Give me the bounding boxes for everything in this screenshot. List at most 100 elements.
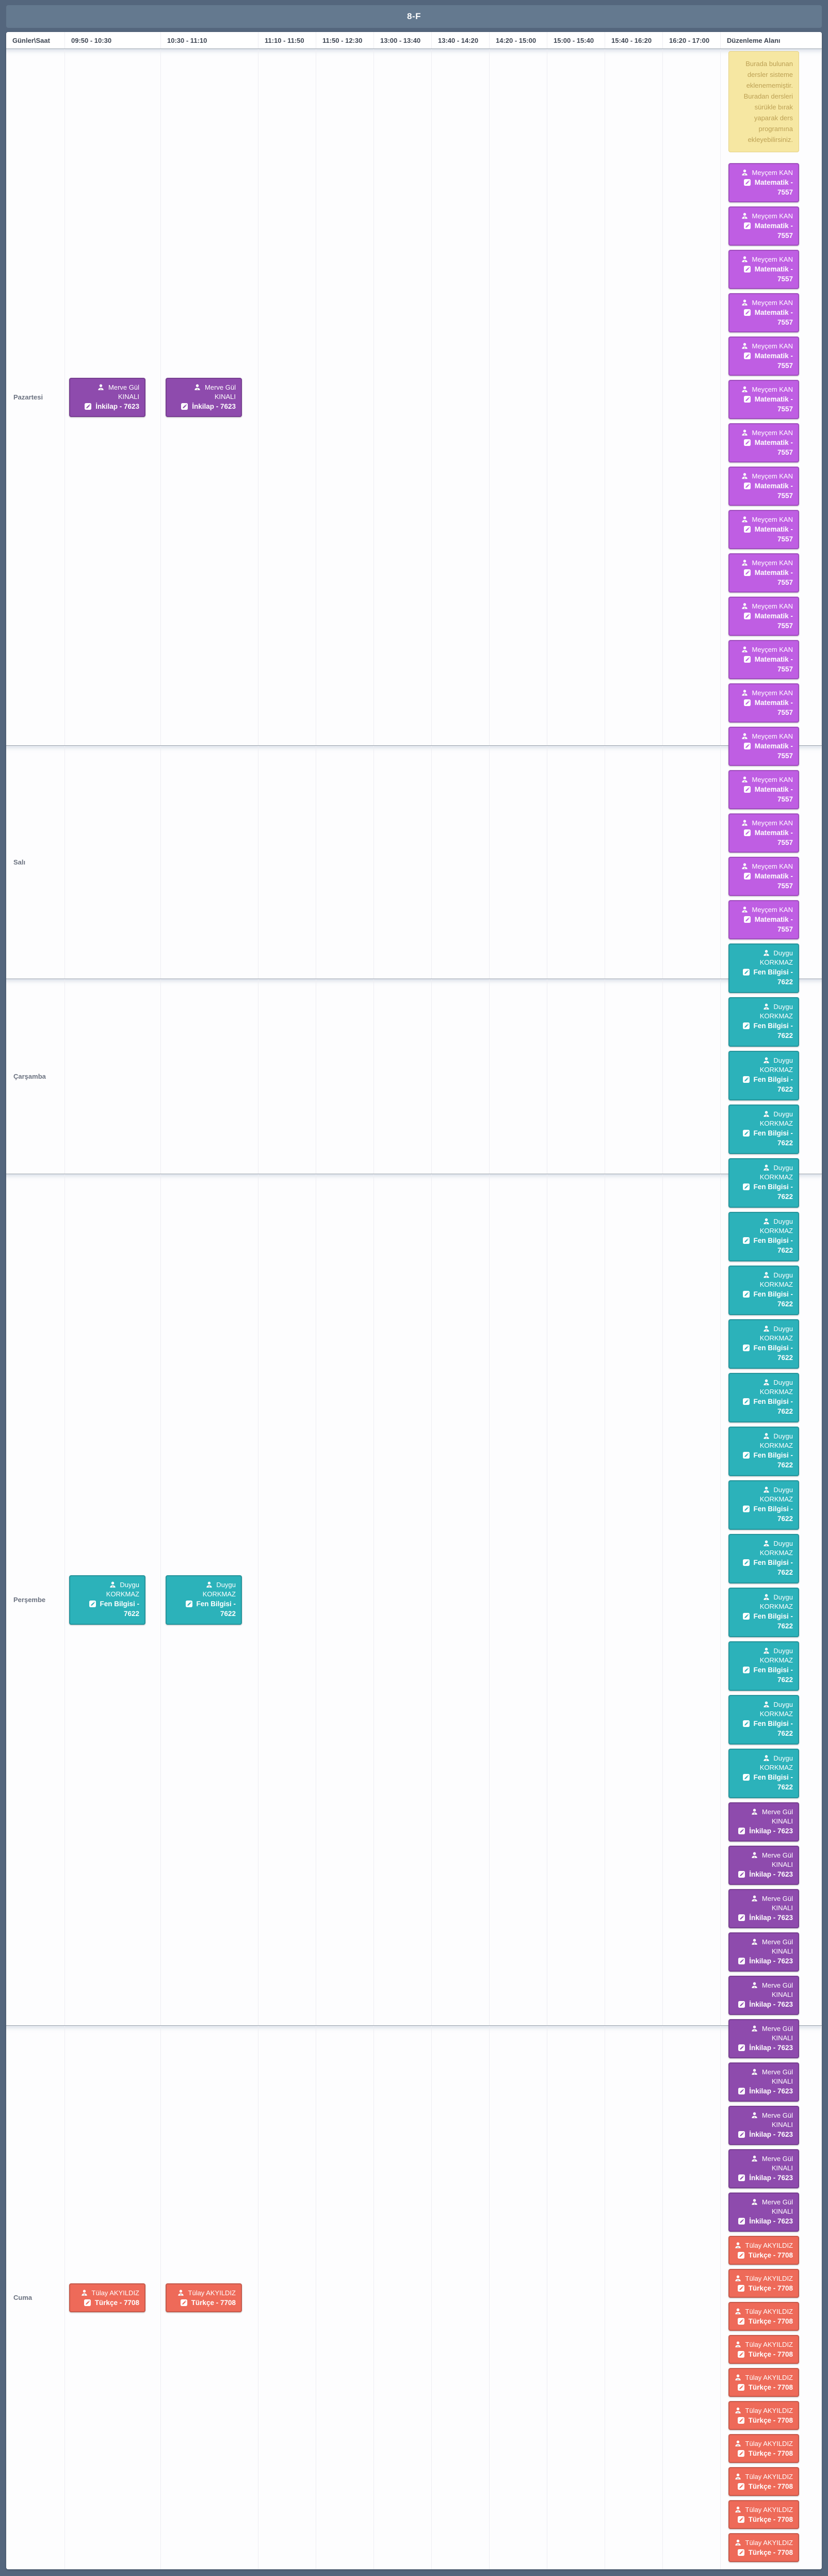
timeslot-cell[interactable] xyxy=(161,49,258,745)
timeslot-cell[interactable] xyxy=(605,746,663,979)
lesson-card-fen[interactable]: Duygu KORKMAZ Fen Bilgisi - 7622 xyxy=(728,1641,799,1691)
timeslot-cell[interactable] xyxy=(65,1174,161,2025)
timeslot-cell[interactable] xyxy=(547,746,605,979)
edit-area-cell[interactable] xyxy=(721,2026,822,2569)
lesson-card-inkilap[interactable]: Merve Gül KINALI İnkilap - 7623 xyxy=(166,377,242,417)
timeslot-cell[interactable] xyxy=(161,746,258,979)
lesson-card-fen[interactable]: Duygu KORKMAZ Fen Bilgisi - 7622 xyxy=(728,1427,799,1476)
lesson-card-inkilap[interactable]: Merve Gül KINALI İnkilap - 7623 xyxy=(728,1889,799,1928)
lesson-card-fen[interactable]: Duygu KORKMAZ Fen Bilgisi - 7622 xyxy=(728,1158,799,1208)
timeslot-cell[interactable] xyxy=(161,2026,258,2569)
timeslot-cell[interactable] xyxy=(547,2026,605,2569)
timeslot-cell[interactable] xyxy=(663,2026,721,2569)
timeslot-cell[interactable] xyxy=(605,49,663,745)
lesson-card-inkilap[interactable]: Merve Gül KINALI İnkilap - 7623 xyxy=(728,2062,799,2102)
timeslot-cell[interactable] xyxy=(490,746,547,979)
timeslot-cell[interactable] xyxy=(258,49,316,745)
lesson-card-inkilap[interactable]: Merve Gül KINALI İnkilap - 7623 xyxy=(728,1802,799,1842)
lesson-card-fen[interactable]: Duygu KORKMAZ Fen Bilgisi - 7622 xyxy=(728,1212,799,1261)
timeslot-cell[interactable] xyxy=(432,49,490,745)
timeslot-cell[interactable] xyxy=(161,979,258,1174)
lesson-card-fen[interactable]: Duygu KORKMAZ Fen Bilgisi - 7622 xyxy=(728,1266,799,1315)
lesson-card-fen[interactable]: Duygu KORKMAZ Fen Bilgisi - 7622 xyxy=(728,943,799,993)
timeslot-cell[interactable] xyxy=(161,1174,258,2025)
lesson-card-fen[interactable]: Duygu KORKMAZ Fen Bilgisi - 7622 xyxy=(728,1480,799,1530)
timeslot-cell[interactable] xyxy=(316,1174,374,2025)
lesson-card-inkilap[interactable]: Merve Gül KINALI İnkilap - 7623 xyxy=(728,2106,799,2145)
lesson-card-matematik[interactable]: Meyçem KAN Matematik - 7557 xyxy=(728,206,799,246)
lesson-card-fen[interactable]: Duygu KORKMAZ Fen Bilgisi - 7622 xyxy=(166,1575,242,1625)
lesson-card-turkce[interactable]: Tülay AKYILDIZ Türkçe - 7708 xyxy=(728,2269,799,2298)
lesson-card-matematik[interactable]: Meyçem KAN Matematik - 7557 xyxy=(728,640,799,679)
timeslot-cell[interactable] xyxy=(374,1174,432,2025)
lesson-card-matematik[interactable]: Meyçem KAN Matematik - 7557 xyxy=(728,900,799,939)
lesson-card-fen[interactable]: Duygu KORKMAZ Fen Bilgisi - 7622 xyxy=(728,1373,799,1422)
lesson-card-matematik[interactable]: Meyçem KAN Matematik - 7557 xyxy=(728,857,799,896)
edit-area-cell[interactable] xyxy=(721,49,822,745)
lesson-card-inkilap[interactable]: Merve Gül KINALI İnkilap - 7623 xyxy=(728,2193,799,2232)
lesson-card-matematik[interactable]: Meyçem KAN Matematik - 7557 xyxy=(728,423,799,462)
timeslot-cell[interactable] xyxy=(663,979,721,1174)
timeslot-cell[interactable] xyxy=(65,979,161,1174)
lesson-card-fen[interactable]: Duygu KORKMAZ Fen Bilgisi - 7622 xyxy=(728,1534,799,1583)
lesson-card-turkce[interactable]: Tülay AKYILDIZ Türkçe - 7708 xyxy=(166,2283,242,2312)
lesson-card-turkce[interactable]: Tülay AKYILDIZ Türkçe - 7708 xyxy=(728,2434,799,2463)
timeslot-cell[interactable] xyxy=(490,1174,547,2025)
lesson-card-matematik[interactable]: Meyçem KAN Matematik - 7557 xyxy=(728,510,799,549)
lesson-card-matematik[interactable]: Meyçem KAN Matematik - 7557 xyxy=(728,163,799,202)
timeslot-cell[interactable] xyxy=(65,2026,161,2569)
lesson-card-turkce[interactable]: Tülay AKYILDIZ Türkçe - 7708 xyxy=(728,2302,799,2331)
lesson-card-turkce[interactable]: Tülay AKYILDIZ Türkçe - 7708 xyxy=(728,2368,799,2397)
timeslot-cell[interactable] xyxy=(605,979,663,1174)
timeslot-cell[interactable] xyxy=(374,2026,432,2569)
lesson-card-fen[interactable]: Duygu KORKMAZ Fen Bilgisi - 7622 xyxy=(728,997,799,1047)
lesson-card-inkilap[interactable]: Merve Gül KINALI İnkilap - 7623 xyxy=(69,377,145,417)
lesson-card-matematik[interactable]: Meyçem KAN Matematik - 7557 xyxy=(728,813,799,853)
lesson-card-fen[interactable]: Duygu KORKMAZ Fen Bilgisi - 7622 xyxy=(728,1695,799,1745)
timeslot-cell[interactable] xyxy=(663,49,721,745)
timeslot-cell[interactable] xyxy=(490,49,547,745)
timeslot-cell[interactable] xyxy=(258,979,316,1174)
timeslot-cell[interactable] xyxy=(432,1174,490,2025)
edit-area-cell[interactable] xyxy=(721,1174,822,2025)
timeslot-cell[interactable] xyxy=(605,2026,663,2569)
lesson-card-fen[interactable]: Duygu KORKMAZ Fen Bilgisi - 7622 xyxy=(728,1588,799,1637)
lesson-card-matematik[interactable]: Meyçem KAN Matematik - 7557 xyxy=(728,467,799,506)
timeslot-cell[interactable] xyxy=(374,746,432,979)
lesson-card-fen[interactable]: Duygu KORKMAZ Fen Bilgisi - 7622 xyxy=(69,1575,145,1625)
timeslot-cell[interactable] xyxy=(316,2026,374,2569)
lesson-card-fen[interactable]: Duygu KORKMAZ Fen Bilgisi - 7622 xyxy=(728,1105,799,1154)
timeslot-cell[interactable] xyxy=(547,49,605,745)
timeslot-cell[interactable] xyxy=(258,1174,316,2025)
timeslot-cell[interactable] xyxy=(605,1174,663,2025)
lesson-card-turkce[interactable]: Tülay AKYILDIZ Türkçe - 7708 xyxy=(728,2335,799,2364)
lesson-card-matematik[interactable]: Meyçem KAN Matematik - 7557 xyxy=(728,337,799,376)
timeslot-cell[interactable] xyxy=(374,49,432,745)
lesson-card-matematik[interactable]: Meyçem KAN Matematik - 7557 xyxy=(728,597,799,636)
timeslot-cell[interactable] xyxy=(374,979,432,1174)
lesson-card-inkilap[interactable]: Merve Gül KINALI İnkilap - 7623 xyxy=(728,2149,799,2188)
timeslot-cell[interactable] xyxy=(547,979,605,1174)
timeslot-cell[interactable] xyxy=(432,746,490,979)
timeslot-cell[interactable] xyxy=(316,746,374,979)
lesson-card-turkce[interactable]: Tülay AKYILDIZ Türkçe - 7708 xyxy=(728,2533,799,2562)
timeslot-cell[interactable] xyxy=(432,979,490,1174)
timeslot-cell[interactable] xyxy=(258,2026,316,2569)
timeslot-cell[interactable] xyxy=(65,49,161,745)
timeslot-cell[interactable] xyxy=(663,1174,721,2025)
lesson-card-turkce[interactable]: Tülay AKYILDIZ Türkçe - 7708 xyxy=(728,2401,799,2430)
lesson-card-turkce[interactable]: Tülay AKYILDIZ Türkçe - 7708 xyxy=(728,2500,799,2529)
timeslot-cell[interactable] xyxy=(432,2026,490,2569)
lesson-card-turkce[interactable]: Tülay AKYILDIZ Türkçe - 7708 xyxy=(728,2467,799,2496)
lesson-card-matematik[interactable]: Meyçem KAN Matematik - 7557 xyxy=(728,250,799,289)
lesson-card-inkilap[interactable]: Merve Gül KINALI İnkilap - 7623 xyxy=(728,1932,799,1972)
timeslot-cell[interactable] xyxy=(316,49,374,745)
timeslot-cell[interactable] xyxy=(65,746,161,979)
lesson-card-matematik[interactable]: Meyçem KAN Matematik - 7557 xyxy=(728,727,799,766)
lesson-card-fen[interactable]: Duygu KORKMAZ Fen Bilgisi - 7622 xyxy=(728,1749,799,1798)
timeslot-cell[interactable] xyxy=(490,979,547,1174)
lesson-card-turkce[interactable]: Tülay AKYILDIZ Türkçe - 7708 xyxy=(728,2236,799,2265)
lesson-card-matematik[interactable]: Meyçem KAN Matematik - 7557 xyxy=(728,380,799,419)
timeslot-cell[interactable] xyxy=(490,2026,547,2569)
lesson-card-inkilap[interactable]: Merve Gül KINALI İnkilap - 7623 xyxy=(728,2019,799,2058)
